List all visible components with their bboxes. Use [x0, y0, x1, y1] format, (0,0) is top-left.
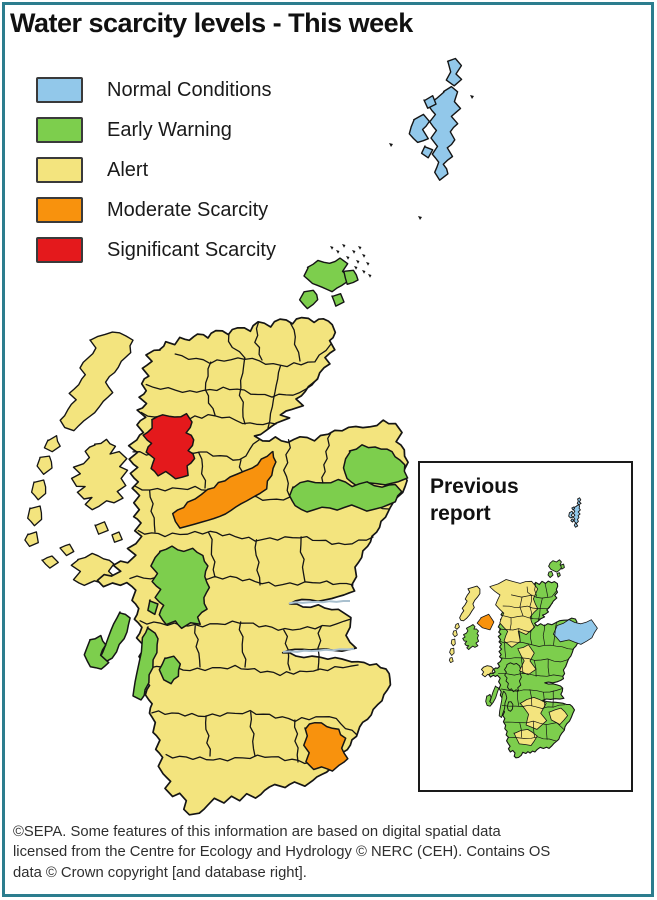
legend-item-significant-scarcity: Significant Scarcity [36, 237, 276, 263]
legend: Normal Conditions Early Warning Alert Mo… [36, 77, 276, 277]
copyright-line: data © Crown copyright [and database rig… [13, 864, 307, 881]
legend-label: Early Warning [107, 118, 232, 141]
legend-label: Normal Conditions [107, 78, 272, 101]
legend-item-normal-conditions: Normal Conditions [36, 77, 276, 103]
inset-title-line2: report [430, 502, 491, 526]
legend-label: Alert [107, 158, 149, 181]
moderate-scarcity-swatch [36, 197, 83, 223]
significant-scarcity-swatch [36, 237, 83, 263]
inset-title: Previous report [430, 473, 519, 528]
legend-label: Moderate Scarcity [107, 198, 269, 221]
legend-item-early-warning: Early Warning [36, 117, 276, 143]
legend-label: Significant Scarcity [107, 238, 276, 261]
copyright-line: licensed from the Centre for Ecology and… [13, 844, 551, 861]
previous-report-map [448, 497, 598, 759]
page-title: Water scarcity levels - This week [10, 8, 413, 38]
normal-conditions-swatch [36, 77, 83, 103]
early-warning-swatch [36, 117, 83, 143]
previous-report-inset: Previous report [418, 461, 633, 792]
legend-item-moderate-scarcity: Moderate Scarcity [36, 197, 276, 223]
copyright-line: ©SEPA. Some features of this information… [13, 824, 501, 840]
legend-item-alert: Alert [36, 157, 276, 183]
copyright-text: ©SEPA. Some features of this information… [13, 822, 645, 883]
inset-title-line1: Previous [430, 475, 519, 498]
alert-swatch [36, 157, 83, 183]
